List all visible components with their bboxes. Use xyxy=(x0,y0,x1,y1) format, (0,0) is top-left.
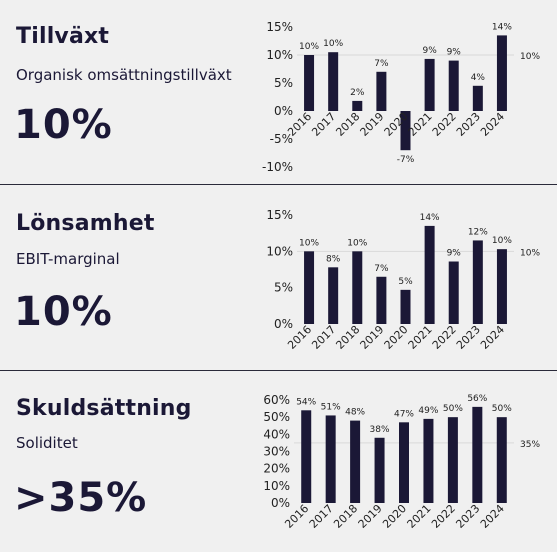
section-skuldsattning: Skuldsättning Soliditet >35% xyxy=(0,371,557,552)
chart-tillvaxt: 15%10%5%0%-5%-10%10%10%201610%20172%2018… xyxy=(262,20,540,174)
x-tick-label: 2022 xyxy=(429,502,458,531)
y-tick-label: 30% xyxy=(263,445,290,459)
data-label: 8% xyxy=(326,254,341,264)
section-title: Skuldsättning xyxy=(16,396,192,421)
x-tick-label: 2017 xyxy=(307,502,336,531)
data-label: 51% xyxy=(321,402,341,412)
data-label: 10% xyxy=(299,42,319,52)
section-subtitle: EBIT-marginal xyxy=(16,250,120,268)
data-label: 14% xyxy=(420,213,440,223)
bar xyxy=(496,249,507,324)
bar xyxy=(350,420,361,503)
bar xyxy=(376,276,387,324)
data-label: 50% xyxy=(443,404,463,414)
bar xyxy=(472,240,483,324)
bar xyxy=(374,437,385,503)
y-tick-label: 5% xyxy=(274,76,293,90)
section-title: Tillväxt xyxy=(16,24,110,49)
bar xyxy=(376,71,387,111)
chart-lonsamhet: 15%10%5%0%10%10%20168%201710%20187%20195… xyxy=(266,208,540,352)
data-label: 2% xyxy=(350,88,365,98)
bar xyxy=(399,422,409,503)
target-value: 10% xyxy=(14,289,113,335)
bar xyxy=(304,251,315,324)
bar xyxy=(424,225,435,324)
y-tick-label: -10% xyxy=(262,160,293,174)
data-label: 48% xyxy=(345,408,365,418)
y-tick-label: 10% xyxy=(266,48,293,62)
x-tick-label: 2019 xyxy=(356,502,385,531)
y-tick-label: -5% xyxy=(270,132,293,146)
y-tick-label: 50% xyxy=(263,410,290,424)
y-tick-label: 15% xyxy=(266,20,293,34)
y-tick-label: 0% xyxy=(271,496,290,510)
section-tillvaxt: Tillväxt Organisk omsättningstillväxt 10… xyxy=(0,0,557,184)
bar xyxy=(496,417,507,503)
target-label: 10% xyxy=(520,52,540,62)
data-label: 10% xyxy=(347,238,367,248)
bar xyxy=(328,52,339,111)
x-tick-label: 2024 xyxy=(478,502,507,531)
section-lonsamhet: Lönsamhet EBIT-marginal 10% xyxy=(0,185,557,369)
bar xyxy=(472,406,483,503)
bar xyxy=(352,251,363,324)
bar xyxy=(400,111,411,151)
data-label: 49% xyxy=(418,406,438,416)
bar xyxy=(400,289,411,324)
y-tick-label: 40% xyxy=(263,427,290,441)
data-label: 47% xyxy=(394,409,414,419)
data-label: 7% xyxy=(374,59,389,69)
bar xyxy=(472,85,483,111)
bar xyxy=(325,415,336,503)
data-label: 10% xyxy=(299,238,319,248)
data-label: 9% xyxy=(447,48,462,58)
data-label: 9% xyxy=(447,249,462,259)
bar xyxy=(304,55,315,111)
y-tick-label: 10% xyxy=(263,479,290,493)
x-tick-label: 2018 xyxy=(331,502,360,531)
target-label: 35% xyxy=(520,440,540,450)
data-label: 7% xyxy=(374,264,389,274)
section-subtitle: Soliditet xyxy=(16,434,78,452)
data-label: 9% xyxy=(422,46,437,56)
data-label: 54% xyxy=(296,397,316,407)
target-label: 10% xyxy=(520,248,540,258)
bar xyxy=(301,410,312,503)
y-tick-label: 20% xyxy=(263,462,290,476)
section-divider xyxy=(0,370,557,371)
target-value: >35% xyxy=(14,475,148,521)
bar xyxy=(328,267,339,324)
target-value: 10% xyxy=(14,102,113,148)
bar xyxy=(448,60,459,111)
bar xyxy=(496,35,507,111)
bar xyxy=(424,58,435,111)
bar xyxy=(423,418,434,503)
data-label: -7% xyxy=(397,155,415,165)
bar xyxy=(448,261,459,324)
data-label: 12% xyxy=(468,227,488,237)
data-label: 10% xyxy=(492,236,512,246)
x-tick-label: 2020 xyxy=(380,502,409,531)
y-tick-label: 0% xyxy=(274,104,293,118)
section-subtitle: Organisk omsättningstillväxt xyxy=(16,66,232,84)
bar xyxy=(447,417,458,503)
data-label: 14% xyxy=(492,22,512,32)
section-divider xyxy=(0,184,557,185)
y-tick-label: 10% xyxy=(266,244,293,258)
data-label: 5% xyxy=(398,277,413,287)
x-tick-label: 2021 xyxy=(405,502,434,531)
section-title: Lönsamhet xyxy=(16,211,155,236)
data-label: 56% xyxy=(467,394,487,404)
y-tick-label: 60% xyxy=(263,393,290,407)
y-tick-label: 15% xyxy=(266,208,293,222)
data-label: 38% xyxy=(370,425,390,435)
data-label: 50% xyxy=(492,404,512,414)
y-tick-label: 0% xyxy=(274,317,293,331)
bar xyxy=(352,100,363,111)
x-tick-label: 2023 xyxy=(453,502,482,531)
data-label: 10% xyxy=(323,39,343,49)
data-label: 4% xyxy=(471,73,486,83)
y-tick-label: 5% xyxy=(274,281,293,295)
